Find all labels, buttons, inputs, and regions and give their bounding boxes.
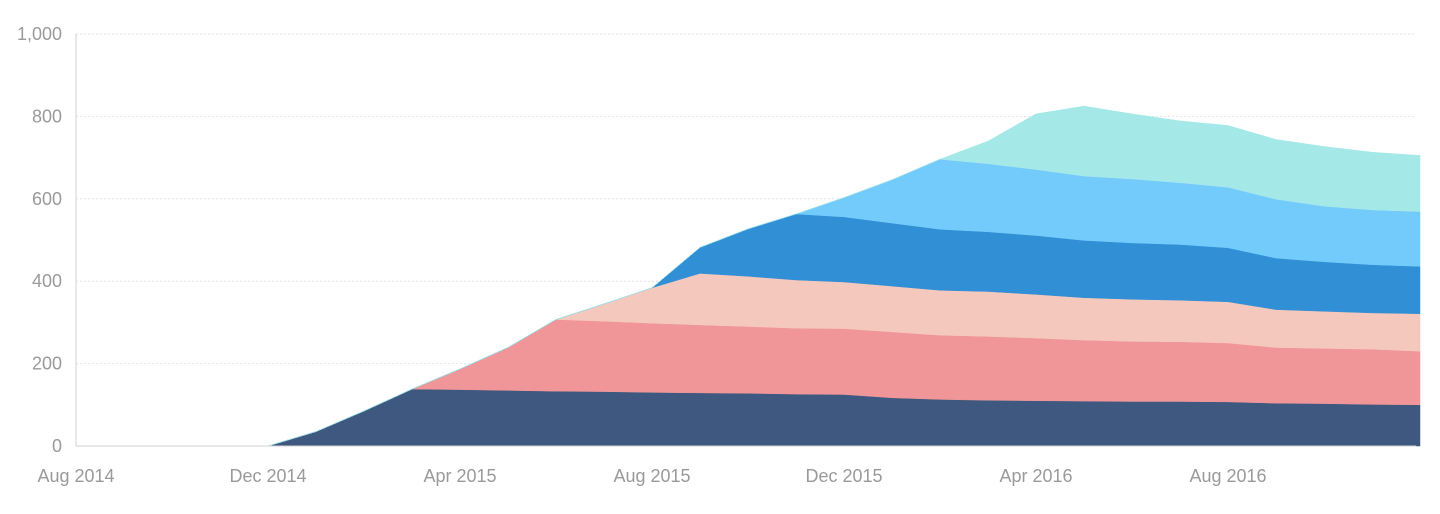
- x-tick-label: Dec 2014: [229, 466, 306, 486]
- y-tick-label: 400: [32, 271, 62, 291]
- y-tick-label: 600: [32, 189, 62, 209]
- y-tick-label: 800: [32, 106, 62, 126]
- y-tick-label: 1,000: [17, 24, 62, 44]
- x-tick-label: Aug 2014: [37, 466, 114, 486]
- x-tick-label: Aug 2016: [1189, 466, 1266, 486]
- area-layer: [76, 105, 1421, 447]
- series-area-6: [76, 105, 1421, 447]
- x-tick-label: Aug 2015: [613, 466, 690, 486]
- y-tick-label: 200: [32, 354, 62, 374]
- axis-layer: 0 200 400 600 800 1,000 Aug 2014 Dec 2014 Apr 20…: [17, 24, 1416, 486]
- x-tick-label: Apr 2016: [999, 466, 1072, 486]
- y-tick-label: 0: [52, 436, 62, 456]
- x-tick-label: Dec 2015: [805, 466, 882, 486]
- x-tick-label: Apr 2015: [423, 466, 496, 486]
